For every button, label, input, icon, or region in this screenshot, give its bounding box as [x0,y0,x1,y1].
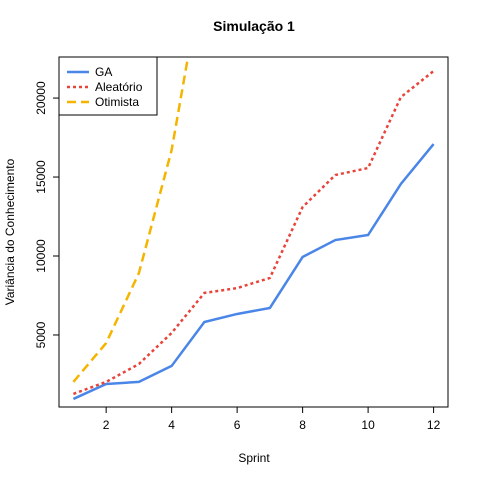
x-tick-label: 2 [103,418,110,432]
y-axis-label: Variância do Conhecimento [3,158,17,305]
plot-lines [72,57,435,401]
y-tick-label: 20000 [34,81,48,115]
legend-label: Aleatório [95,80,143,94]
y-tick-label: 15000 [34,160,48,194]
x-tick-label: 6 [234,418,241,432]
x-tick-label: 8 [299,418,306,432]
series-line [72,57,190,383]
x-tick-label: 10 [361,418,375,432]
x-axis-label: Sprint [238,451,270,465]
legend-label: GA [95,65,112,79]
x-tick-label: 12 [427,418,441,432]
y-tick-label: 10000 [34,239,48,273]
plot-frame [58,56,449,408]
chart-title: Simulação 1 [213,18,295,34]
series-line [72,143,435,401]
x-tick-label: 4 [168,418,175,432]
legend-label: Otimista [95,95,139,109]
y-tick-label: 5000 [34,321,48,348]
